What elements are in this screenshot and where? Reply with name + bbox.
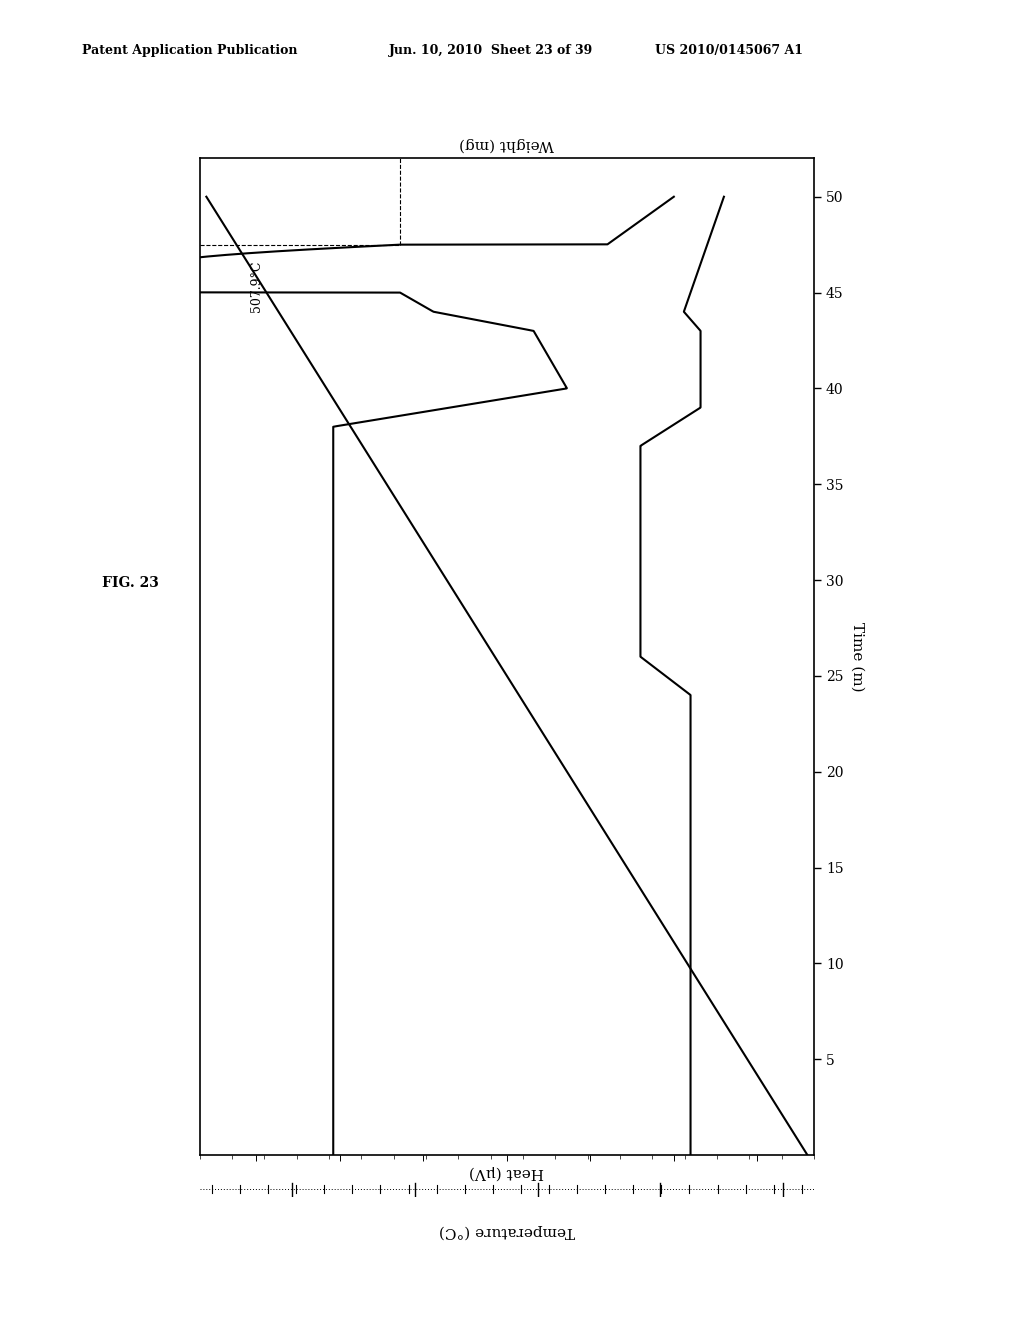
Text: FIG. 23: FIG. 23 [102,577,160,590]
Y-axis label: Time (m): Time (m) [850,622,864,692]
X-axis label: Weight (mg): Weight (mg) [460,137,554,152]
Text: Jun. 10, 2010  Sheet 23 of 39: Jun. 10, 2010 Sheet 23 of 39 [389,44,593,57]
X-axis label: Heat (μV): Heat (μV) [469,1164,545,1179]
Text: Patent Application Publication: Patent Application Publication [82,44,297,57]
Text: US 2010/0145067 A1: US 2010/0145067 A1 [655,44,804,57]
Text: Temperature (°C): Temperature (°C) [439,1225,574,1238]
Text: 507.9°C: 507.9°C [250,260,263,312]
